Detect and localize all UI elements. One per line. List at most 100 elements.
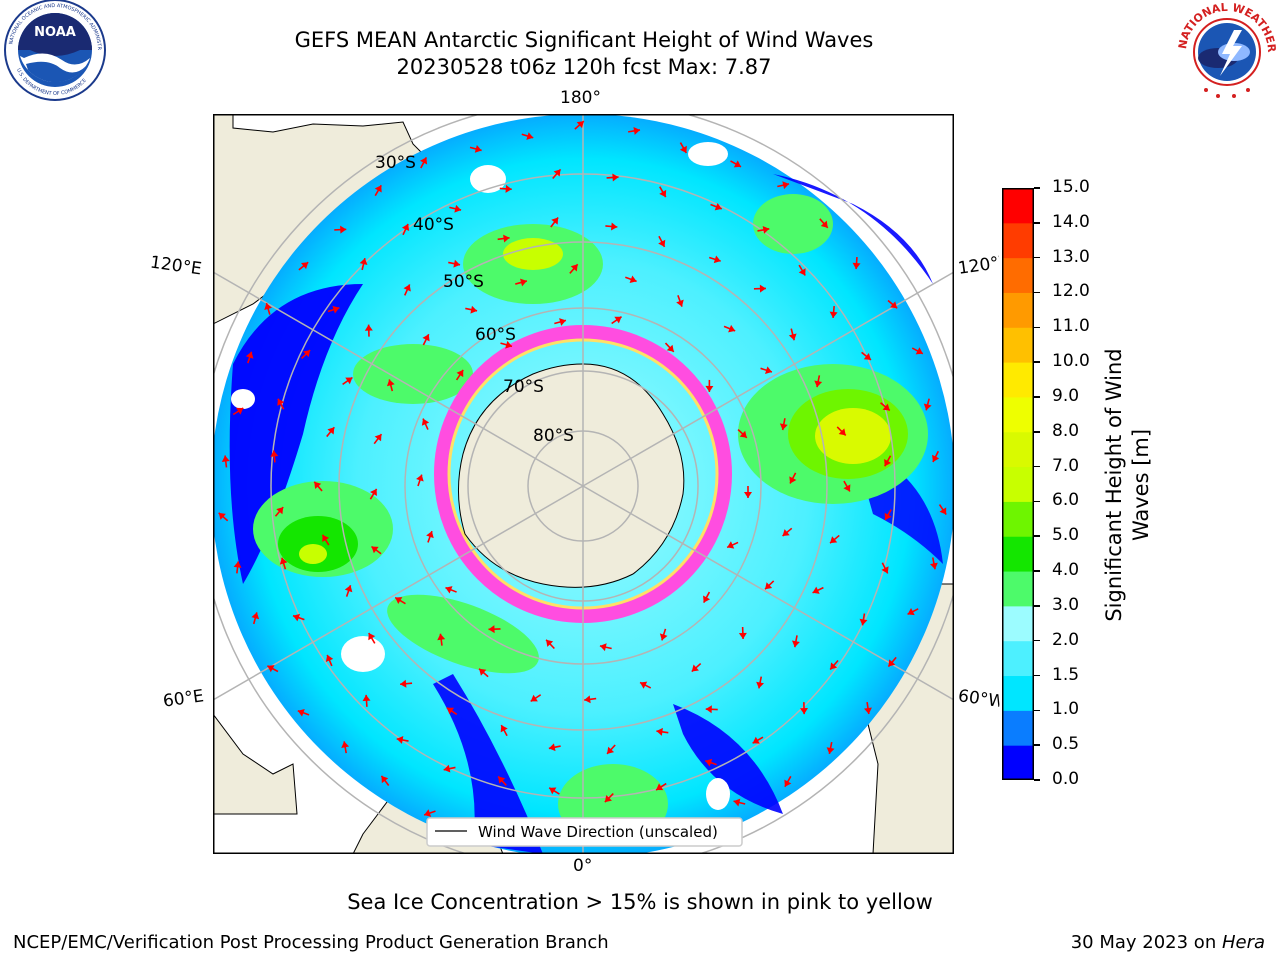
lon-label-60w: 60°W	[956, 686, 1002, 712]
lon-label-120w: 120°W	[956, 253, 1002, 279]
chart-subtitle: 20230528 t06z 120h fcst Max: 7.87	[396, 55, 772, 79]
wind-arrow-head	[359, 258, 368, 265]
colorbar-tick-label: 14.0	[1052, 211, 1090, 232]
wind-arrow-head	[386, 379, 395, 387]
wind-arrow-head	[270, 450, 279, 457]
lat-label-70s: 70°S	[503, 377, 544, 397]
colorbar-band	[1002, 536, 1034, 572]
wind-arrow-head	[403, 284, 411, 292]
colorbar-tick-mark	[1034, 465, 1040, 468]
wind-arrow-head	[420, 157, 428, 165]
colorbar-label: Significant Height of Wind Waves [m]	[1102, 348, 1153, 622]
wind-arrow-head	[633, 126, 640, 135]
wind-arrow-head	[362, 694, 371, 702]
nws-logo-icon: NATIONAL WEATHER SERVICE	[1172, 0, 1278, 100]
colorbar-tick-mark	[1034, 291, 1040, 294]
wind-arrow-head	[498, 776, 506, 784]
wind-arrow-head	[559, 318, 566, 326]
colorbar-tick-mark	[1034, 187, 1040, 189]
colorbar-band	[1002, 222, 1034, 259]
wind-arrow-head	[703, 595, 711, 603]
wind-arrow-head	[882, 403, 890, 411]
wind-arrow-head	[530, 694, 538, 702]
colorbar-tick-mark	[1034, 639, 1040, 642]
wind-arrow-head	[548, 743, 556, 752]
wind-arrow-head	[503, 234, 510, 243]
wind-arrow-head	[830, 536, 838, 544]
wind-arrow-head	[728, 324, 736, 333]
wind-arrow-head	[614, 316, 622, 324]
map-legend: Wind Wave Direction (unscaled)	[426, 817, 743, 847]
colorbar-tick-mark	[1034, 396, 1040, 398]
colorbar-band	[1002, 396, 1034, 433]
wind-arrow-head	[714, 202, 722, 211]
wind-arrow-head	[416, 474, 424, 482]
colorbar-tick-label: 13.0	[1052, 246, 1090, 267]
wind-arrow-head	[437, 633, 446, 641]
wind-arrow-head	[727, 541, 735, 549]
wind-arrow-head	[422, 334, 430, 342]
wind-arrow-head	[658, 239, 666, 247]
lon-label-0: 0°	[573, 856, 593, 876]
colorbar-band	[1002, 501, 1034, 537]
colorbar-tick-mark	[1034, 674, 1040, 677]
wind-arrow-head	[733, 798, 741, 807]
wind-arrow-head	[820, 220, 828, 228]
colorbar-tick-mark	[1034, 431, 1040, 433]
wind-arrow-head	[713, 255, 721, 264]
wind-arrow-head	[368, 633, 376, 641]
wind-arrow-head	[520, 278, 527, 287]
lon-label-120e: 120°E	[148, 252, 203, 280]
colorbar-tick-label: 11.0	[1052, 316, 1090, 337]
lat-label-30s: 30°S	[375, 153, 416, 173]
wind-arrow-head	[500, 725, 508, 733]
wind-arrow-head	[236, 407, 244, 415]
colorbar-band	[1002, 257, 1034, 293]
wind-arrow-head	[611, 222, 618, 231]
wind-arrow-head	[843, 484, 851, 492]
wind-arrow-head	[762, 225, 770, 234]
wind-arrow-head	[859, 618, 868, 626]
wind-arrow-head	[826, 747, 835, 754]
wind-arrow-head	[446, 707, 455, 715]
wind-arrow-head	[371, 546, 379, 554]
legend-label: Wind Wave Direction (unscaled)	[478, 823, 718, 841]
colorbar-tick-mark	[1034, 361, 1040, 363]
wind-arrow-head	[932, 454, 940, 462]
wind-arrow-head	[939, 507, 947, 515]
wind-arrow-head	[424, 809, 432, 817]
wind-arrow-head	[456, 369, 464, 378]
colorbar-tick-label: 5.0	[1052, 525, 1080, 546]
colorbar-tick-label: 0.0	[1052, 769, 1080, 789]
noaa-logo-icon: NOAA NATIONAL OCEANIC AND ATMOSPHERIC AD…	[0, 0, 106, 101]
wind-arrow-head	[814, 380, 823, 388]
wind-arrow-head	[889, 301, 898, 309]
wind-arrow-head	[576, 121, 584, 129]
wind-arrow-head	[666, 344, 674, 352]
colorbar-tick-mark	[1034, 779, 1040, 781]
antarctica	[458, 363, 685, 588]
lat-label-40s: 40°S	[413, 215, 454, 235]
colorbar-band	[1002, 571, 1034, 607]
wind-arrow-head	[676, 299, 684, 307]
colorbar-tick-label: 1.0	[1052, 699, 1080, 720]
wind-arrow-head	[881, 566, 889, 574]
footer-date: 30 May 2023 on Hera	[1070, 932, 1265, 953]
wind-arrow-head	[812, 586, 820, 594]
wind-arrow-head	[470, 305, 478, 314]
colorbar-band	[1002, 431, 1034, 468]
wind-arrow-head	[629, 275, 637, 284]
colorbar-band	[1002, 292, 1034, 328]
wind-arrow-head	[852, 262, 861, 270]
colorbar-tick-label: 12.0	[1052, 281, 1090, 302]
wind-arrow-head	[453, 259, 461, 268]
wind-arrow-head	[327, 427, 335, 435]
colorbar-tick-label: 15.0	[1052, 177, 1090, 197]
colorbar-tick-mark	[1034, 709, 1040, 712]
wind-arrow-head	[765, 582, 773, 590]
colorbar-band	[1002, 745, 1034, 780]
wind-arrow-head	[656, 783, 664, 791]
colorbar-tick-label: 8.0	[1052, 420, 1080, 441]
wind-arrow-head	[303, 350, 311, 358]
wind-arrow-head	[221, 455, 230, 462]
